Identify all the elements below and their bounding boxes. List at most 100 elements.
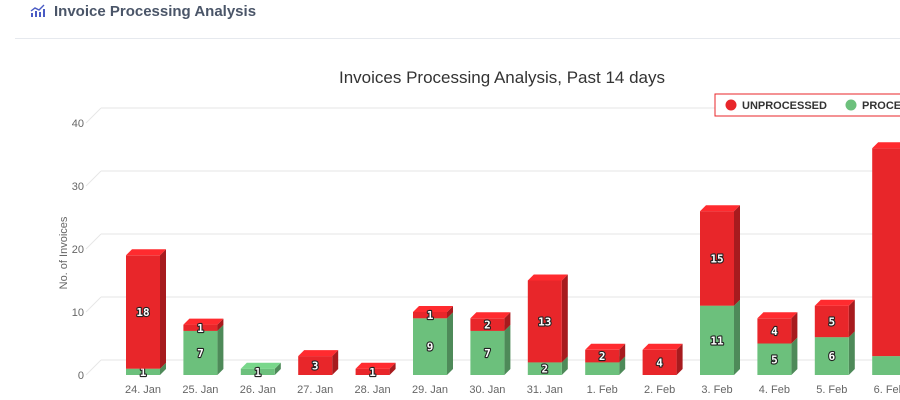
bar-segment-unprocessed[interactable] <box>355 368 390 375</box>
bar-segment-processed[interactable] <box>585 362 620 375</box>
y-tick-label: 10 <box>72 307 84 319</box>
data-label: 4 <box>771 325 778 338</box>
bar-side <box>217 324 224 375</box>
bar-segment-unprocessed[interactable] <box>757 318 792 344</box>
bar-top <box>700 205 740 212</box>
data-label: 13 <box>538 315 551 328</box>
bar-side <box>619 356 626 375</box>
bar-top <box>642 343 683 350</box>
bar-stack[interactable]: 91 <box>413 306 453 375</box>
bar-stack[interactable]: 1 <box>240 362 281 380</box>
bar-side <box>561 274 568 363</box>
data-label: 6 <box>828 350 835 363</box>
data-label: 2 <box>541 363 548 376</box>
legend-processed-marker <box>845 99 857 111</box>
bar-stack[interactable]: 2 13 <box>527 274 568 377</box>
x-tick-label: 4. Feb <box>759 384 790 396</box>
bar-stack[interactable]: 11 15 <box>700 205 740 375</box>
bar-segment-processed[interactable] <box>527 362 562 375</box>
bar-top <box>757 312 798 319</box>
data-label: 1 <box>427 309 434 322</box>
data-label: 1 <box>140 366 147 379</box>
bar-segment-unprocessed[interactable] <box>183 324 218 331</box>
bar-segment-processed[interactable] <box>470 330 505 375</box>
bar-side <box>619 343 626 363</box>
bar-side <box>160 249 166 369</box>
data-label: 2 <box>599 350 606 363</box>
x-tick-label: 29. Jan <box>412 384 448 396</box>
bar-top <box>470 312 511 319</box>
bar-top <box>814 299 855 306</box>
bar-top <box>355 362 396 369</box>
bar-segment-processed[interactable] <box>700 305 734 375</box>
bar-side <box>332 350 339 375</box>
gridline-perspective <box>85 107 102 124</box>
y-tick-label: 40 <box>72 118 84 130</box>
bar-stack[interactable]: 71 <box>183 318 224 375</box>
bar-stack[interactable]: 72 <box>470 312 511 375</box>
bar-top <box>298 350 339 357</box>
bar-stack[interactable]: 54 <box>757 312 798 376</box>
bar-segment-processed[interactable] <box>183 330 218 375</box>
y-axis-label: No. of Invoices <box>58 216 70 289</box>
legend-processed-label[interactable]: PROCE <box>862 100 900 112</box>
page-header: Invoice Processing Analysis <box>30 0 256 22</box>
bar-segment-processed[interactable] <box>413 318 447 375</box>
data-label: 18 <box>136 306 149 319</box>
bar-side <box>734 299 740 375</box>
bar-side <box>848 299 855 338</box>
bar-stack[interactable]: 4 <box>642 343 683 375</box>
data-label: 5 <box>828 315 835 328</box>
bar-top <box>872 142 900 149</box>
bar-segment-processed[interactable] <box>814 337 849 375</box>
bar-stack[interactable]: 65 <box>814 299 855 375</box>
legend-box <box>714 93 900 117</box>
gridline-perspective <box>85 296 102 313</box>
x-tick-label: 30. Jan <box>469 384 505 396</box>
x-tick-label: 27. Jan <box>297 384 333 396</box>
bar-stack[interactable]: 2 <box>585 343 626 375</box>
x-tick-label: 31. Jan <box>527 384 563 396</box>
bar-segment-processed[interactable] <box>126 368 160 375</box>
x-tick-label: 6. Feb <box>874 384 900 396</box>
data-label: 5 <box>771 353 778 366</box>
bar-top <box>527 274 568 281</box>
bar-segment-unprocessed[interactable] <box>585 349 620 363</box>
chart-line-icon <box>30 4 45 17</box>
bar-side <box>676 343 683 375</box>
bar-side <box>160 362 166 375</box>
bar-segment-unprocessed[interactable] <box>814 305 849 338</box>
bar-segment-unprocessed[interactable] <box>527 280 562 363</box>
page-title: Invoice Processing Analysis <box>54 2 257 20</box>
bar-side <box>734 205 740 306</box>
bar-segment-unprocessed[interactable] <box>872 148 900 357</box>
gridline-perspective <box>85 233 102 250</box>
bar-segment-unprocessed[interactable] <box>126 255 160 369</box>
bar-segment-unprocessed[interactable] <box>298 356 333 375</box>
bar-segment-processed[interactable] <box>757 343 792 376</box>
bar-side <box>791 312 798 344</box>
x-tick-label: 1. Feb <box>587 384 618 396</box>
x-tick-label: 25. Jan <box>182 384 218 396</box>
bar-top <box>585 343 626 350</box>
gridline-perspective <box>85 170 102 187</box>
bar-segment-unprocessed[interactable] <box>642 349 677 375</box>
bar-stack[interactable]: 1 18 <box>126 249 166 380</box>
x-tick-label: 26. Jan <box>240 384 276 396</box>
bar-side <box>791 337 798 375</box>
bar-stack[interactable] <box>872 142 900 375</box>
chart-legend[interactable]: UNPROCESSED PROCE <box>714 93 900 117</box>
bar-stack[interactable]: 3 <box>298 350 339 375</box>
bar-segment-processed[interactable] <box>240 368 275 375</box>
legend-unprocessed-label[interactable]: UNPROCESSED <box>742 100 827 112</box>
bar-segment-unprocessed[interactable] <box>413 312 447 319</box>
bar-stack[interactable]: 1 <box>355 362 396 380</box>
x-axis-ticks: 24. Jan 25. Jan 26. Jan 27. Jan 28. Jan 29. J… <box>125 384 900 396</box>
bar-segment-unprocessed[interactable] <box>470 318 505 331</box>
bar-segment-unprocessed[interactable] <box>700 211 734 306</box>
bar-segment-processed[interactable] <box>872 356 900 375</box>
x-tick-label: 2. Feb <box>644 384 675 396</box>
bar-top <box>126 249 166 256</box>
